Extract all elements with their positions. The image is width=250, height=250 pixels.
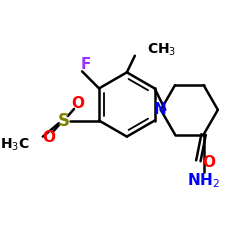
Text: H$_3$C: H$_3$C: [0, 136, 30, 153]
Text: O: O: [71, 96, 84, 111]
Text: N: N: [154, 102, 166, 117]
Text: S: S: [57, 112, 69, 130]
Text: O: O: [42, 130, 56, 145]
Text: F: F: [80, 57, 91, 72]
Text: CH$_3$: CH$_3$: [148, 41, 177, 58]
Text: NH$_2$: NH$_2$: [187, 172, 220, 190]
Text: O: O: [202, 156, 215, 170]
